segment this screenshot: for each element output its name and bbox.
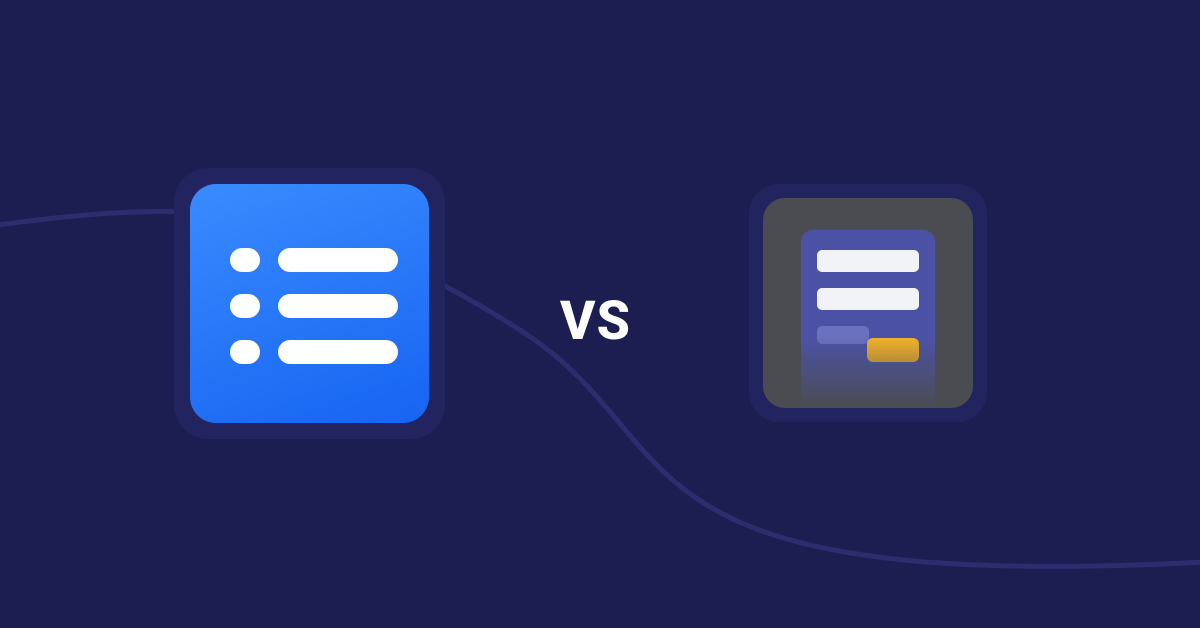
form-field-icon xyxy=(817,326,869,344)
vs-label: VS xyxy=(560,290,631,353)
list-line-icon xyxy=(278,294,398,318)
list-bullet-icon xyxy=(230,294,260,318)
list-bullet-icon xyxy=(230,248,260,272)
form-field-icon xyxy=(817,250,919,272)
form-app-icon xyxy=(763,198,973,408)
form-submit-button-icon xyxy=(867,338,919,362)
comparison-graphic: VS xyxy=(0,0,1200,628)
right-app-tile xyxy=(749,184,987,422)
list-app-icon xyxy=(190,184,429,423)
list-line-icon xyxy=(278,248,398,272)
form-panel xyxy=(801,230,935,408)
list-bullet-icon xyxy=(230,340,260,364)
left-app-tile xyxy=(174,168,445,439)
list-line-icon xyxy=(278,340,398,364)
form-field-icon xyxy=(817,288,919,310)
